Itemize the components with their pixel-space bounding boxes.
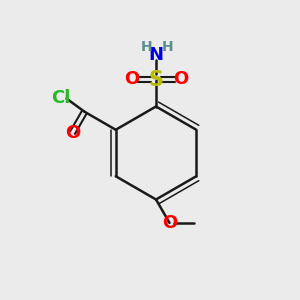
Text: H: H bbox=[141, 40, 152, 54]
Text: Cl: Cl bbox=[51, 89, 70, 107]
Text: O: O bbox=[65, 124, 80, 142]
Text: O: O bbox=[173, 70, 188, 88]
Text: O: O bbox=[124, 70, 139, 88]
Text: N: N bbox=[148, 46, 164, 64]
Text: O: O bbox=[162, 214, 177, 232]
Text: S: S bbox=[148, 70, 164, 89]
Text: H: H bbox=[162, 40, 174, 54]
